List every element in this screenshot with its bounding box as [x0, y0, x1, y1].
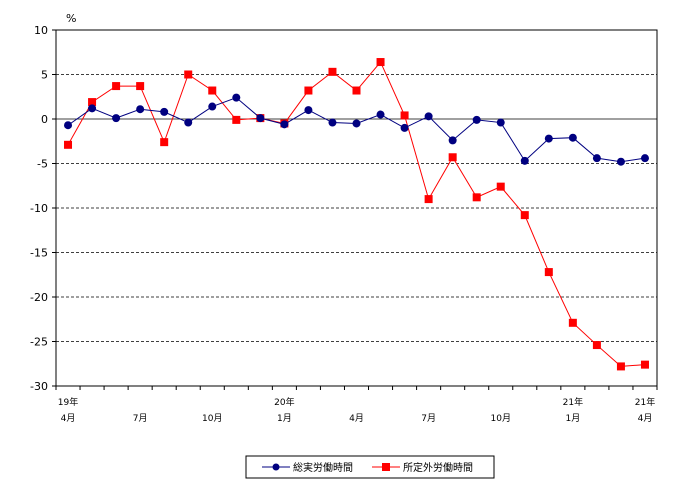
legend-marker	[382, 463, 390, 471]
data-point	[328, 118, 337, 127]
data-point	[328, 67, 337, 76]
data-point	[640, 360, 649, 369]
data-point	[592, 341, 601, 350]
y-tick-label: -10	[30, 202, 48, 215]
gridlines	[56, 74, 657, 342]
data-point	[184, 70, 193, 79]
x-tick-label: 4月	[61, 413, 76, 424]
legend-box	[245, 455, 495, 479]
x-tick-label: 1月	[565, 413, 580, 424]
y-tick-label: 0	[41, 113, 48, 126]
legend-marker	[272, 463, 280, 471]
data-point	[160, 107, 169, 116]
data-point	[448, 136, 457, 145]
x-tick-label: 4月	[349, 413, 364, 424]
data-point	[472, 115, 481, 124]
data-point	[472, 193, 481, 202]
data-point	[136, 105, 145, 114]
data-point	[400, 111, 409, 120]
data-point	[496, 118, 505, 127]
data-point	[160, 138, 169, 147]
data-point	[64, 140, 73, 149]
y-tick-label: -25	[30, 336, 48, 349]
y-tick-label: 5	[41, 69, 48, 82]
data-point	[568, 133, 577, 142]
data-point	[592, 154, 601, 163]
data-point	[568, 318, 577, 327]
y-tick-label: -5	[37, 158, 48, 171]
x-tick-label: 19年	[58, 396, 78, 408]
data-point	[376, 58, 385, 67]
data-point	[208, 102, 217, 111]
x-tick-label: 21年	[563, 396, 583, 408]
x-tick-label: 1月	[277, 413, 292, 424]
legend-label: 所定外労働時間	[403, 461, 473, 474]
legend: 総実労働時間 所定外労働時間	[245, 455, 495, 479]
x-tick-label: 21年	[635, 396, 655, 408]
data-point	[208, 86, 217, 95]
data-point	[304, 86, 313, 95]
data-point	[496, 182, 505, 191]
series-layer	[64, 58, 649, 371]
data-point	[88, 98, 97, 107]
data-point	[88, 104, 97, 113]
y-axis-ticks: 10 5 0 -5 -10 -15 -20 -25 -30	[30, 24, 56, 393]
data-point	[136, 82, 145, 91]
legend-label: 総実労働時間	[293, 461, 353, 474]
x-tick-label: 7月	[133, 413, 148, 424]
data-point	[232, 93, 241, 102]
data-point	[424, 112, 433, 121]
data-point	[616, 157, 625, 166]
data-point	[280, 120, 289, 129]
data-point	[352, 119, 361, 128]
data-point	[352, 86, 361, 95]
y-tick-label: -20	[30, 291, 48, 304]
data-point	[640, 154, 649, 163]
y-tick-label: -15	[30, 247, 48, 260]
x-tick-label: 10月	[202, 413, 222, 424]
data-point	[520, 156, 529, 165]
data-point	[520, 211, 529, 220]
y-tick-label: 10	[34, 24, 48, 37]
data-point	[448, 153, 457, 162]
data-point	[64, 121, 73, 130]
data-point	[400, 123, 409, 132]
data-point	[544, 134, 553, 143]
data-point	[112, 114, 121, 123]
data-point	[112, 82, 121, 91]
data-point	[256, 114, 265, 123]
data-point	[544, 268, 553, 277]
x-tick-label: 20年	[274, 396, 294, 408]
y-axis-unit: %	[66, 12, 76, 25]
data-point	[424, 195, 433, 204]
data-point	[616, 362, 625, 371]
data-point	[304, 106, 313, 115]
data-point	[232, 115, 241, 124]
x-axis-ticks: 19年 4月 7月 10月 20年 1月 4月 7月 10月 21年 1月 21年 4月	[55, 386, 658, 424]
data-point	[184, 118, 193, 127]
data-point	[376, 110, 385, 119]
x-tick-label: 10月	[491, 413, 511, 424]
x-tick-label: 7月	[421, 413, 436, 424]
y-tick-label: -30	[30, 380, 48, 393]
x-tick-label: 4月	[638, 413, 653, 424]
